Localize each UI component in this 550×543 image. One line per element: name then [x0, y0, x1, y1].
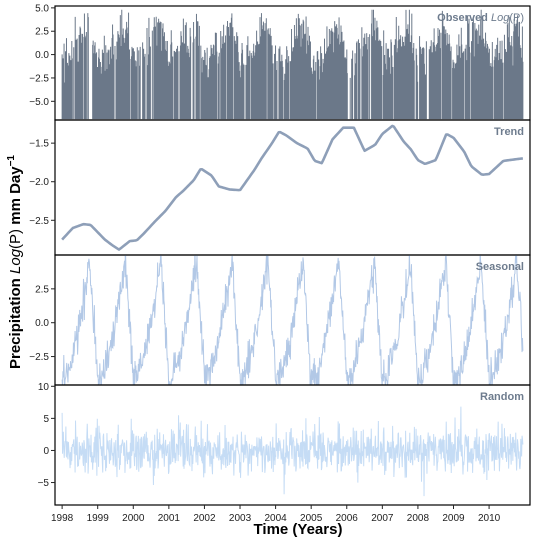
y-tick-label-trend: −2.5 — [29, 216, 49, 227]
panel-random: 10 5 0 −5 Random — [38, 382, 531, 506]
panel-title-observed: Observed Log(P) — [437, 12, 524, 24]
y-tick-label-observed: 2.5 — [35, 27, 49, 38]
x-tick-label: 2010 — [478, 513, 501, 524]
x-tick-label: 1998 — [51, 513, 74, 524]
y-tick-label-seasonal: 2.5 — [35, 284, 49, 295]
y-tick-label-observed: 5.0 — [35, 3, 49, 14]
y-tick-label-trend: −2.0 — [29, 177, 49, 188]
random-line — [61, 406, 524, 497]
panel-title-seasonal: Seasonal — [476, 261, 524, 273]
x-tick-label: 2003 — [229, 513, 252, 524]
series-random — [61, 406, 524, 497]
x-tick-label: 2007 — [371, 513, 394, 524]
panels-layer: 5.0 2.5 0.0 −2.5 −5.0 Observed Log(P) −1.5 −2.0… — [29, 3, 531, 506]
y-tick-label-observed: −5.0 — [29, 97, 49, 108]
y-tick-label-observed: −2.5 — [29, 73, 49, 84]
x-tick-label: 2000 — [122, 513, 145, 524]
x-tick-label: 2009 — [442, 513, 465, 524]
y-tick-label-seasonal: −2.5 — [29, 352, 49, 363]
panel-trend: −1.5 −2.0 −2.5 Trend — [29, 119, 531, 256]
series-trend — [61, 124, 523, 251]
x-axis: 1998 1999 2000 2001 2002 2003 2004 2005 2006 2007… — [51, 505, 501, 524]
x-tick-label: 2001 — [158, 513, 181, 524]
x-tick-label: 2002 — [193, 513, 216, 524]
y-tick-label-random: 10 — [38, 382, 50, 393]
panel-frame-random — [54, 384, 531, 506]
series-observed — [61, 9, 524, 120]
panel-title-trend: Trend — [494, 126, 524, 138]
y-tick-label-random: 0 — [43, 446, 49, 457]
x-tick-label: 2005 — [300, 513, 323, 524]
y-tick-label-random: 5 — [43, 414, 49, 425]
y-axis-title: Precipitation Log(P) mm Day−1 — [6, 155, 24, 369]
y-tick-label-random: −5 — [38, 478, 50, 489]
observed-bars — [61, 9, 524, 120]
x-tick-label: 2004 — [264, 513, 287, 524]
y-tick-label-trend: −1.5 — [29, 139, 49, 150]
panel-title-random: Random — [480, 391, 524, 403]
panel-observed: 5.0 2.5 0.0 −2.5 −5.0 Observed Log(P) — [29, 3, 531, 121]
series-seasonal — [61, 255, 524, 385]
x-axis-title: Time (Years) — [254, 521, 343, 538]
seasonal-line — [61, 255, 524, 385]
x-tick-label: 1999 — [87, 513, 110, 524]
x-tick-label: 2006 — [336, 513, 359, 524]
y-tick-label-seasonal: 0.0 — [35, 318, 49, 329]
x-tick-label: 2008 — [407, 513, 430, 524]
trend-line — [61, 124, 523, 251]
panel-seasonal: 2.5 0.0 −2.5 Seasonal — [29, 254, 531, 386]
y-tick-label-observed: 0.0 — [35, 50, 49, 61]
